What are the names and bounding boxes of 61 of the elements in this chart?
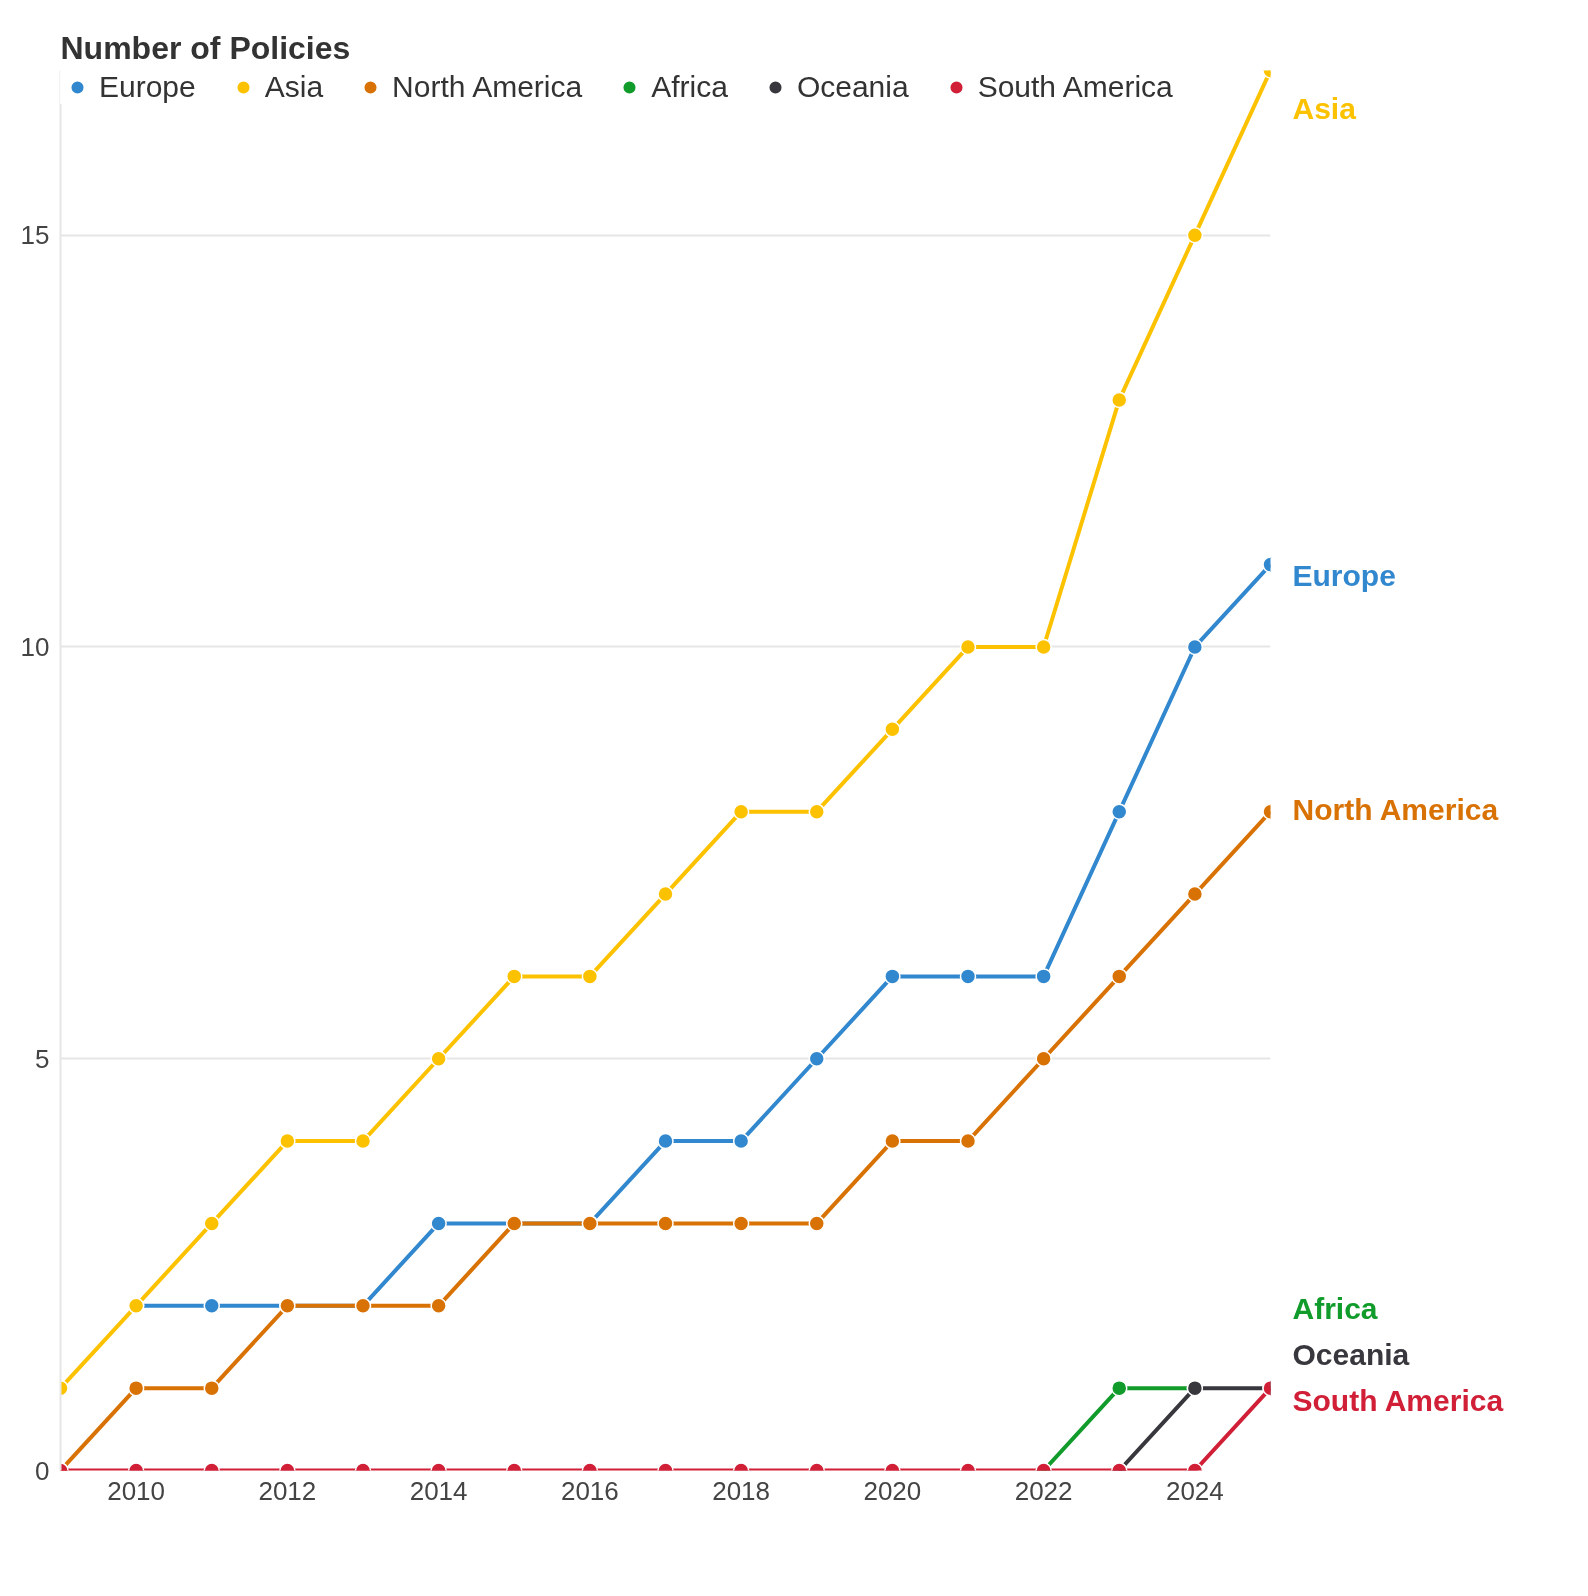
x-tick-label: 2016 xyxy=(560,1475,619,1506)
point xyxy=(1186,885,1204,903)
point xyxy=(1035,1050,1052,1067)
point xyxy=(1186,638,1204,656)
text: Oceania xyxy=(1292,1338,1410,1372)
text: North America xyxy=(1292,792,1499,826)
x-tick-label: 2022 xyxy=(1014,1475,1073,1506)
point xyxy=(430,1215,447,1232)
point xyxy=(732,803,750,820)
point xyxy=(732,1132,750,1150)
x-tick-label: 2010 xyxy=(107,1475,166,1506)
legend-label: Europe xyxy=(99,70,196,104)
point xyxy=(1111,391,1128,409)
y-tick-label: 0 xyxy=(35,1455,50,1486)
point xyxy=(657,885,674,903)
legend-label: Oceania xyxy=(796,70,909,104)
point xyxy=(581,968,599,985)
legend-label: Africa xyxy=(651,70,728,104)
legend-label: South America xyxy=(977,70,1173,104)
text: South America xyxy=(1292,1384,1504,1418)
x-tick-label: 2018 xyxy=(712,1475,771,1506)
x-tick-label: 2012 xyxy=(258,1475,317,1506)
legend-label: Asia xyxy=(264,70,324,104)
point xyxy=(732,1215,750,1232)
y-tick-label: 10 xyxy=(20,631,50,662)
point xyxy=(884,721,901,738)
x-tick-label: 2020 xyxy=(863,1475,922,1506)
legend-label: North America xyxy=(392,70,583,104)
point xyxy=(808,1215,825,1232)
point xyxy=(884,968,901,985)
point xyxy=(959,638,977,656)
point xyxy=(1111,968,1128,985)
y-tick-label: 15 xyxy=(20,220,50,251)
point xyxy=(506,968,523,985)
text: Europe xyxy=(1292,559,1396,593)
point xyxy=(657,1215,674,1232)
x-tick-label: 2024 xyxy=(1165,1475,1224,1506)
point xyxy=(430,1050,447,1067)
point xyxy=(657,1132,674,1150)
x-tick-label: 2014 xyxy=(409,1475,468,1506)
point xyxy=(959,1132,977,1150)
point xyxy=(1035,968,1052,985)
point xyxy=(884,1132,901,1150)
y-tick-label: 5 xyxy=(35,1043,50,1074)
point xyxy=(127,1379,145,1397)
point xyxy=(203,1215,220,1232)
point xyxy=(430,1297,447,1315)
point xyxy=(808,803,825,820)
point xyxy=(1035,638,1052,656)
point xyxy=(808,1050,825,1067)
point xyxy=(354,1132,372,1150)
point xyxy=(203,1297,220,1315)
point xyxy=(1111,803,1128,820)
point xyxy=(959,968,977,985)
point xyxy=(1186,226,1204,244)
point xyxy=(203,1379,220,1397)
text: Africa xyxy=(1292,1292,1378,1326)
point xyxy=(1111,1379,1128,1397)
point xyxy=(279,1132,296,1150)
text: Asia xyxy=(1292,91,1356,125)
y-axis-title: Number of Policies xyxy=(60,29,351,66)
